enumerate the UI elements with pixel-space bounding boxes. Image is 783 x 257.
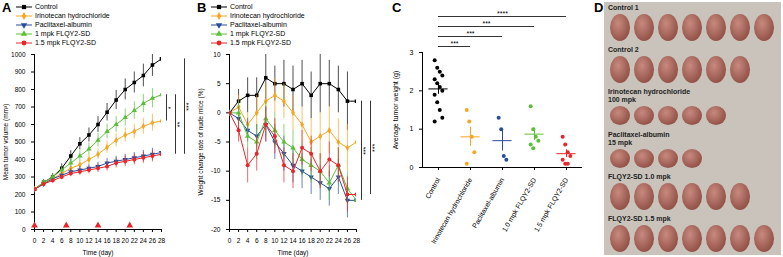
html-text:Paclitaxel-albumin: Paclitaxel-albumin [608,130,670,138]
svg-text:5: 5 [217,80,221,87]
html-text:Paclitaxel-albumin: Paclitaxel-albumin [35,21,92,28]
svg-text:10: 10 [213,51,221,58]
svg-text:2: 2 [237,237,241,244]
svg-text:-10: -10 [211,167,221,174]
svg-text:****: **** [497,10,508,17]
svg-text:1.0 mpk FLQY2-SD: 1.0 mpk FLQY2-SD [501,177,538,234]
svg-text:800: 800 [15,86,26,93]
html-text:1.5 mpk FLQY2-SD: 1.5 mpk FLQY2-SD [35,39,97,46]
html-text:Paclitaxel-albumin: Paclitaxel-albumin [230,21,287,28]
svg-text:28: 28 [158,237,166,244]
svg-text:900: 900 [15,68,26,75]
html-text:A: A [2,0,12,15]
svg-text:22: 22 [131,237,139,244]
svg-text:20: 20 [317,237,325,244]
svg-text:0: 0 [217,109,221,116]
svg-text:0: 0 [22,226,26,233]
svg-text:1: 1 [410,125,414,132]
svg-text:600: 600 [15,121,26,128]
svg-text:26: 26 [344,237,352,244]
svg-text:Average tumor weight (g): Average tumor weight (g) [392,71,400,149]
svg-text:12: 12 [85,237,93,244]
html-text:FLQY2-SD 1.5 mpk: FLQY2-SD 1.5 mpk [608,214,671,222]
svg-text:20: 20 [122,237,130,244]
html-text:C: C [392,0,402,15]
svg-text:14: 14 [94,237,102,244]
svg-text:Mean tumor volume (mm³): Mean tumor volume (mm³) [2,104,10,181]
svg-text:**: ** [176,122,183,128]
svg-text:18: 18 [113,237,121,244]
svg-text:10: 10 [271,237,279,244]
html-text:Control 2: Control 2 [608,46,639,54]
svg-text:16: 16 [298,237,306,244]
svg-text:***: *** [185,102,192,110]
svg-text:16: 16 [103,237,111,244]
svg-text:3: 3 [410,49,414,56]
svg-text:4: 4 [51,237,55,244]
html-text:Control: Control [230,3,253,10]
svg-text:4: 4 [246,237,250,244]
svg-text:Control: Control [424,176,442,199]
svg-text:-20: -20 [211,226,221,233]
svg-text:2: 2 [42,237,46,244]
svg-text:500: 500 [15,138,26,145]
html-text:FLQY2-SD 1.0 mpk: FLQY2-SD 1.0 mpk [608,172,671,180]
svg-text:*: * [167,106,174,109]
html-text:Control 1: Control 1 [608,4,639,11]
svg-text:10: 10 [76,237,84,244]
html-text:100 mpk: 100 mpk [608,96,636,104]
svg-text:Weight change rate of nude mic: Weight change rate of nude mice (%) [197,88,205,195]
svg-text:8: 8 [69,237,73,244]
svg-text:1.5 mpk FLQY2-SD: 1.5 mpk FLQY2-SD [533,177,570,234]
html-text:1 mpk FLQY2-SD: 1 mpk FLQY2-SD [35,30,91,37]
svg-text:24: 24 [140,237,148,244]
svg-text:100: 100 [15,208,26,215]
html-text:Irinotecan hydrochloride: Irinotecan hydrochloride [608,88,691,96]
svg-text:***: *** [362,146,369,154]
svg-text:***: *** [466,30,474,37]
svg-text:18: 18 [308,237,316,244]
svg-text:Time (day): Time (day) [278,249,309,257]
svg-text:2: 2 [410,87,414,94]
svg-text:-5: -5 [215,138,221,145]
svg-text:300: 300 [15,173,26,180]
svg-text:***: *** [450,40,458,47]
html-text:Irinotecan hydrochloride: Irinotecan hydrochloride [35,12,110,19]
svg-text:6: 6 [60,237,64,244]
svg-text:Irinotecan hydrochloride: Irinotecan hydrochloride [430,177,474,246]
svg-text:-15: -15 [211,196,221,203]
html-text:B: B [197,0,207,15]
html-text:D: D [594,0,604,15]
svg-text:400: 400 [15,156,26,163]
html-text:15 mpk: 15 mpk [608,138,633,146]
svg-text:26: 26 [149,237,157,244]
svg-text:1000: 1000 [11,51,26,58]
html-text:1 mpk FLQY2-SD: 1 mpk FLQY2-SD [230,30,286,37]
html-text:Control: Control [35,3,58,10]
svg-text:Paclitaxel-albumin: Paclitaxel-albumin [471,177,506,230]
svg-text:0: 0 [228,237,232,244]
svg-text:0: 0 [33,237,37,244]
svg-text:28: 28 [353,237,361,244]
svg-text:***: *** [371,143,378,151]
html-text:Irinotecan hydrochloride: Irinotecan hydrochloride [230,12,305,19]
svg-text:0: 0 [410,164,414,171]
svg-text:22: 22 [326,237,334,244]
svg-text:24: 24 [335,237,343,244]
html-text:1.5 mpk FLQY2-SD: 1.5 mpk FLQY2-SD [230,39,292,46]
svg-text:12: 12 [280,237,288,244]
svg-text:Time (day): Time (day) [83,249,114,257]
svg-text:700: 700 [15,103,26,110]
svg-text:200: 200 [15,191,26,198]
svg-text:8: 8 [264,237,268,244]
svg-text:6: 6 [255,237,259,244]
svg-text:14: 14 [289,237,297,244]
svg-text:***: *** [482,20,490,27]
